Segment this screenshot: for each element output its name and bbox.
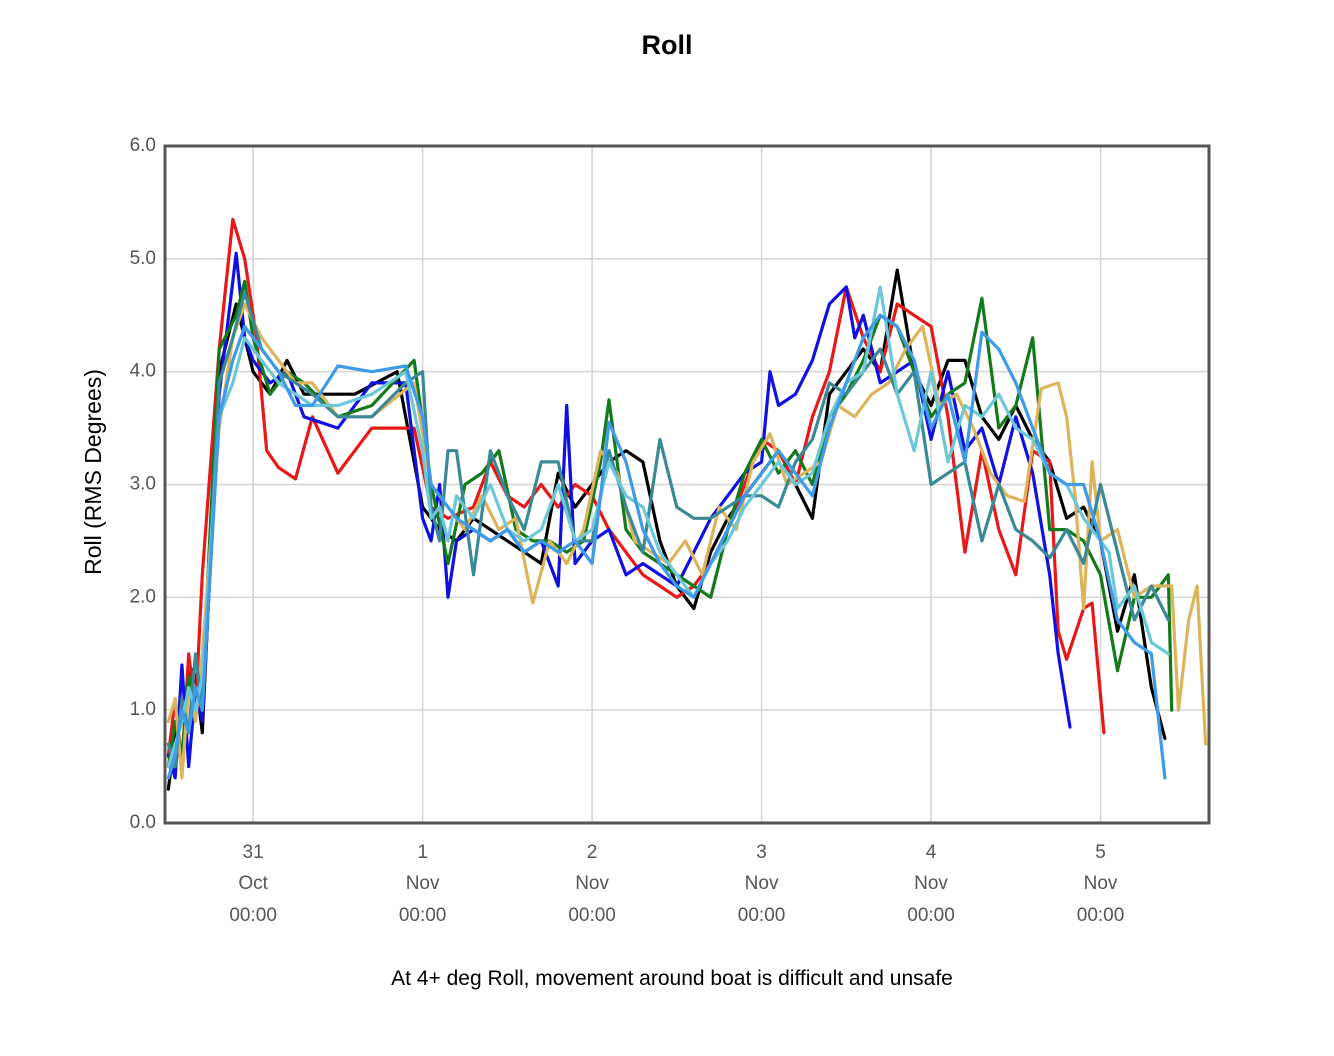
series-line-red	[166, 217, 1106, 769]
x-tick-day: 1	[417, 842, 428, 863]
x-tick-month: Nov	[914, 873, 948, 894]
x-axis: 31 Oct 00:00 1 Nov 00:00 2 Nov 00:00 3 Nov 00:00 4 No…	[229, 842, 1124, 926]
series-line-steel	[166, 291, 1170, 769]
series-line-green	[166, 279, 1174, 769]
x-tick-month: Nov	[1084, 873, 1118, 894]
x-tick-time: 00:00	[907, 905, 955, 926]
y-tick-label: 6.0	[130, 135, 156, 156]
series-line-lightblue	[166, 313, 1167, 780]
y-tick-label: 5.0	[130, 248, 156, 269]
x-tick-time: 00:00	[568, 905, 616, 926]
x-tick-day: 5	[1095, 842, 1106, 863]
chart-caption: At 4+ deg Roll, movement around boat is …	[391, 967, 953, 990]
chart-title: Roll	[641, 30, 693, 60]
y-tick-label: 1.0	[130, 699, 156, 720]
series-line-cyan	[166, 285, 1170, 769]
y-axis: 0.0 1.0 2.0 3.0 4.0 5.0 6.0	[130, 135, 156, 833]
y-tick-label: 4.0	[130, 361, 156, 382]
series-line-tan	[166, 302, 1208, 780]
y-axis-label: Roll (RMS Degrees)	[80, 369, 106, 575]
x-tick-month: Nov	[745, 873, 779, 894]
y-tick-label: 3.0	[130, 474, 156, 495]
x-tick-day: 2	[587, 842, 598, 863]
series-group	[166, 217, 1208, 791]
y-tick-label: 2.0	[130, 586, 156, 607]
x-tick-day: 4	[926, 842, 937, 863]
plot-frame	[163, 144, 1211, 825]
x-tick-time: 00:00	[1077, 905, 1125, 926]
series-line-blue	[166, 251, 1072, 780]
x-tick-time: 00:00	[229, 905, 277, 926]
x-tick-month: Nov	[406, 873, 440, 894]
x-tick-day: 31	[243, 842, 264, 863]
x-tick-month: Nov	[575, 873, 609, 894]
x-tick-time: 00:00	[399, 905, 447, 926]
y-tick-label: 0.0	[130, 812, 156, 833]
x-tick-month: Oct	[238, 873, 268, 894]
x-tick-day: 3	[756, 842, 767, 863]
x-tick-time: 00:00	[738, 905, 786, 926]
